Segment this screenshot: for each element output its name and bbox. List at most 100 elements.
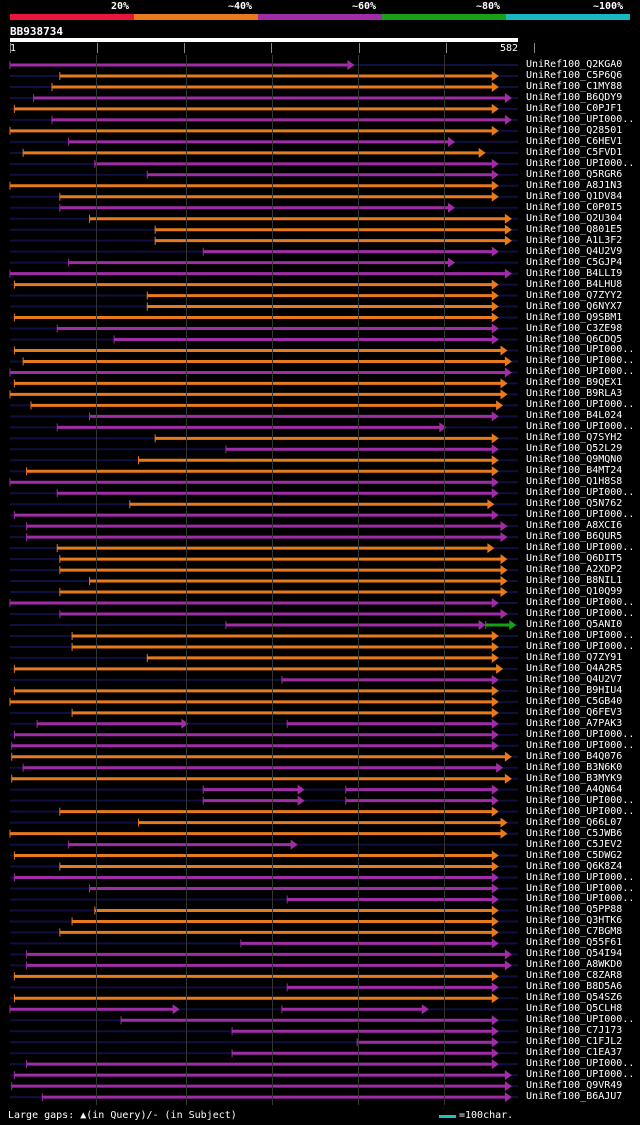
hit-label[interactable]: UniRef100_Q5N762	[526, 498, 623, 510]
hit-label[interactable]: UniRef100_Q5RGR6	[526, 168, 623, 180]
hit-label[interactable]: UniRef100_C7BGM8	[526, 926, 623, 938]
hit-label[interactable]: UniRef100_Q7SYH2	[526, 432, 623, 444]
hit-label[interactable]: UniRef100_UPI000..	[526, 487, 635, 499]
hit-label[interactable]: UniRef100_Q2KGA0	[526, 59, 623, 70]
hit-label[interactable]: UniRef100_Q6NYX7	[526, 300, 623, 312]
hit-label[interactable]: UniRef100_UPI000..	[526, 608, 635, 619]
hit-label[interactable]: UniRef100_C0P0I5	[526, 201, 623, 213]
hit-label[interactable]: UniRef100_UPI000..	[526, 597, 635, 609]
hit-label[interactable]: UniRef100_UPI000..	[526, 1058, 635, 1070]
hit-label[interactable]: UniRef100_Q7ZYY2	[526, 289, 623, 301]
hit-label[interactable]: UniRef100_Q54SZ6	[526, 992, 623, 1004]
hit-label[interactable]: UniRef100_UPI000..	[526, 366, 635, 378]
hit-label[interactable]: UniRef100_Q6K8Z4	[526, 860, 623, 872]
hit-label[interactable]: UniRef100_UPI000..	[526, 794, 635, 806]
hit-arrow	[504, 1081, 512, 1092]
hit-label[interactable]: UniRef100_C5DWG2	[526, 849, 623, 861]
hit-label[interactable]: UniRef100_C5FVD1	[526, 146, 623, 158]
hit-label[interactable]: UniRef100_Q5CLH8	[526, 1003, 623, 1015]
hit-label[interactable]: UniRef100_UPI000..	[526, 871, 635, 883]
hit-arrow	[491, 598, 499, 609]
hit-label[interactable]: UniRef100_C1EA37	[526, 1047, 623, 1059]
hit-label[interactable]: UniRef100_C5JEV2	[526, 838, 623, 850]
hit-label[interactable]: UniRef100_B6QUR5	[526, 531, 623, 543]
hit-label[interactable]: UniRef100_B4LLI9	[526, 267, 623, 279]
hit-label[interactable]: UniRef100_B4L024	[526, 410, 623, 422]
hit-label[interactable]: UniRef100_UPI000..	[526, 739, 635, 751]
hit-label[interactable]: UniRef100_UPI000..	[526, 113, 635, 125]
hit-label[interactable]: UniRef100_Q6CDQ5	[526, 333, 623, 345]
hit-label[interactable]: UniRef100_Q52L29	[526, 443, 623, 455]
hit-label[interactable]: UniRef100_UPI000..	[526, 640, 635, 652]
hit-label[interactable]: UniRef100_Q4U2V7	[526, 673, 623, 685]
hit-label[interactable]: UniRef100_Q7ZY91	[526, 651, 623, 663]
hit-label[interactable]: UniRef100_Q55F61	[526, 937, 623, 949]
hit-label[interactable]: UniRef100_B9RLA3	[526, 388, 623, 400]
hit-label[interactable]: UniRef100_B8NIL1	[526, 575, 623, 587]
hit-label[interactable]: UniRef100_UPI000..	[526, 542, 635, 554]
hit-label[interactable]: UniRef100_B9QEX1	[526, 377, 623, 389]
hit-label[interactable]: UniRef100_A8WKD0	[526, 959, 623, 971]
hit-label[interactable]: UniRef100_UPI000..	[526, 1069, 635, 1081]
hit-label[interactable]: UniRef100_C5P6Q6	[526, 69, 623, 81]
hit-label[interactable]: UniRef100_B3N6K0	[526, 761, 623, 773]
hit-label[interactable]: UniRef100_UPI000..	[526, 1014, 635, 1026]
hit-label[interactable]: UniRef100_A2XDP2	[526, 564, 623, 576]
hit-label[interactable]: UniRef100_Q4U2V9	[526, 245, 623, 257]
hit-label[interactable]: UniRef100_UPI000..	[526, 893, 635, 905]
hit-label[interactable]: UniRef100_Q4A2R5	[526, 662, 623, 674]
hit-label[interactable]: UniRef100_UPI000..	[526, 805, 635, 817]
query-id: BB938734	[10, 25, 63, 38]
hit-label[interactable]: UniRef100_UPI000..	[526, 509, 635, 521]
hit-label[interactable]: UniRef100_UPI000..	[526, 629, 635, 641]
hit-label[interactable]: UniRef100_Q9MQN0	[526, 454, 623, 466]
hit-label[interactable]: UniRef100_B9HIU4	[526, 684, 623, 696]
hit-label[interactable]: UniRef100_C5JWB6	[526, 827, 623, 839]
hit-label[interactable]: UniRef100_UPI000..	[526, 421, 635, 433]
hit-label[interactable]: UniRef100_B6AJU7	[526, 1091, 623, 1103]
hit-label[interactable]: UniRef100_Q66L07	[526, 816, 623, 828]
hit-arrow	[491, 125, 499, 136]
hit-label[interactable]: UniRef100_Q801E5	[526, 223, 623, 235]
hit-label[interactable]: UniRef100_Q6DIT5	[526, 553, 623, 565]
hit-label[interactable]: UniRef100_B6QDY9	[526, 91, 623, 103]
hit-label[interactable]: UniRef100_Q5PP88	[526, 904, 623, 916]
hit-label[interactable]: UniRef100_C8ZAR8	[526, 970, 623, 982]
hit-label[interactable]: UniRef100_UPI000..	[526, 344, 635, 356]
hit-label[interactable]: UniRef100_A8J1N3	[526, 179, 623, 191]
hit-label[interactable]: UniRef100_A7PAK3	[526, 717, 623, 729]
hit-label[interactable]: UniRef100_Q9SBM1	[526, 311, 623, 323]
hit-label[interactable]: UniRef100_C3ZE98	[526, 322, 623, 334]
hit-label[interactable]: UniRef100_Q10Q99	[526, 586, 623, 598]
hit-label[interactable]: UniRef100_C0PJF1	[526, 102, 623, 114]
hit-label[interactable]: UniRef100_Q3HTK6	[526, 915, 623, 927]
hit-label[interactable]: UniRef100_C1MY88	[526, 80, 623, 92]
hit-label[interactable]: UniRef100_A4QN64	[526, 783, 623, 795]
hit-label[interactable]: UniRef100_Q28501	[526, 124, 623, 136]
hit-label[interactable]: UniRef100_B8D5A6	[526, 981, 623, 993]
hit-label[interactable]: UniRef100_UPI000..	[526, 399, 635, 411]
hit-label[interactable]: UniRef100_B4MT24	[526, 465, 623, 477]
hit-label[interactable]: UniRef100_Q1DV84	[526, 190, 623, 202]
hit-label[interactable]: UniRef100_B3MYK9	[526, 772, 623, 784]
hit-label[interactable]: UniRef100_UPI000..	[526, 157, 635, 169]
hit-label[interactable]: UniRef100_C7J173	[526, 1025, 623, 1037]
hit-label[interactable]: UniRef100_UPI000..	[526, 355, 635, 367]
hit-label[interactable]: UniRef100_C1FJL2	[526, 1036, 623, 1048]
hit-label[interactable]: UniRef100_Q6FEV3	[526, 706, 623, 718]
hit-label[interactable]: UniRef100_B4LHU8	[526, 278, 623, 290]
hit-label[interactable]: UniRef100_C5GB40	[526, 695, 623, 707]
hit-label[interactable]: UniRef100_B4Q076	[526, 750, 623, 762]
hit-label[interactable]: UniRef100_A1L3F2	[526, 234, 623, 246]
hit-label[interactable]: UniRef100_A8XCI6	[526, 520, 623, 532]
hit-arrow	[504, 367, 512, 378]
hit-label[interactable]: UniRef100_C6HEV1	[526, 135, 623, 147]
hit-label[interactable]: UniRef100_Q1H8S8	[526, 476, 623, 488]
hit-label[interactable]: UniRef100_UPI000..	[526, 882, 635, 894]
hit-label[interactable]: UniRef100_UPI000..	[526, 728, 635, 740]
hit-label[interactable]: UniRef100_C5GJP4	[526, 256, 623, 268]
hit-label[interactable]: UniRef100_Q2U304	[526, 212, 623, 224]
hit-label[interactable]: UniRef100_Q5ANI0	[526, 618, 623, 630]
hit-label[interactable]: UniRef100_Q9VR49	[526, 1080, 623, 1092]
hit-label[interactable]: UniRef100_Q54I94	[526, 948, 623, 960]
